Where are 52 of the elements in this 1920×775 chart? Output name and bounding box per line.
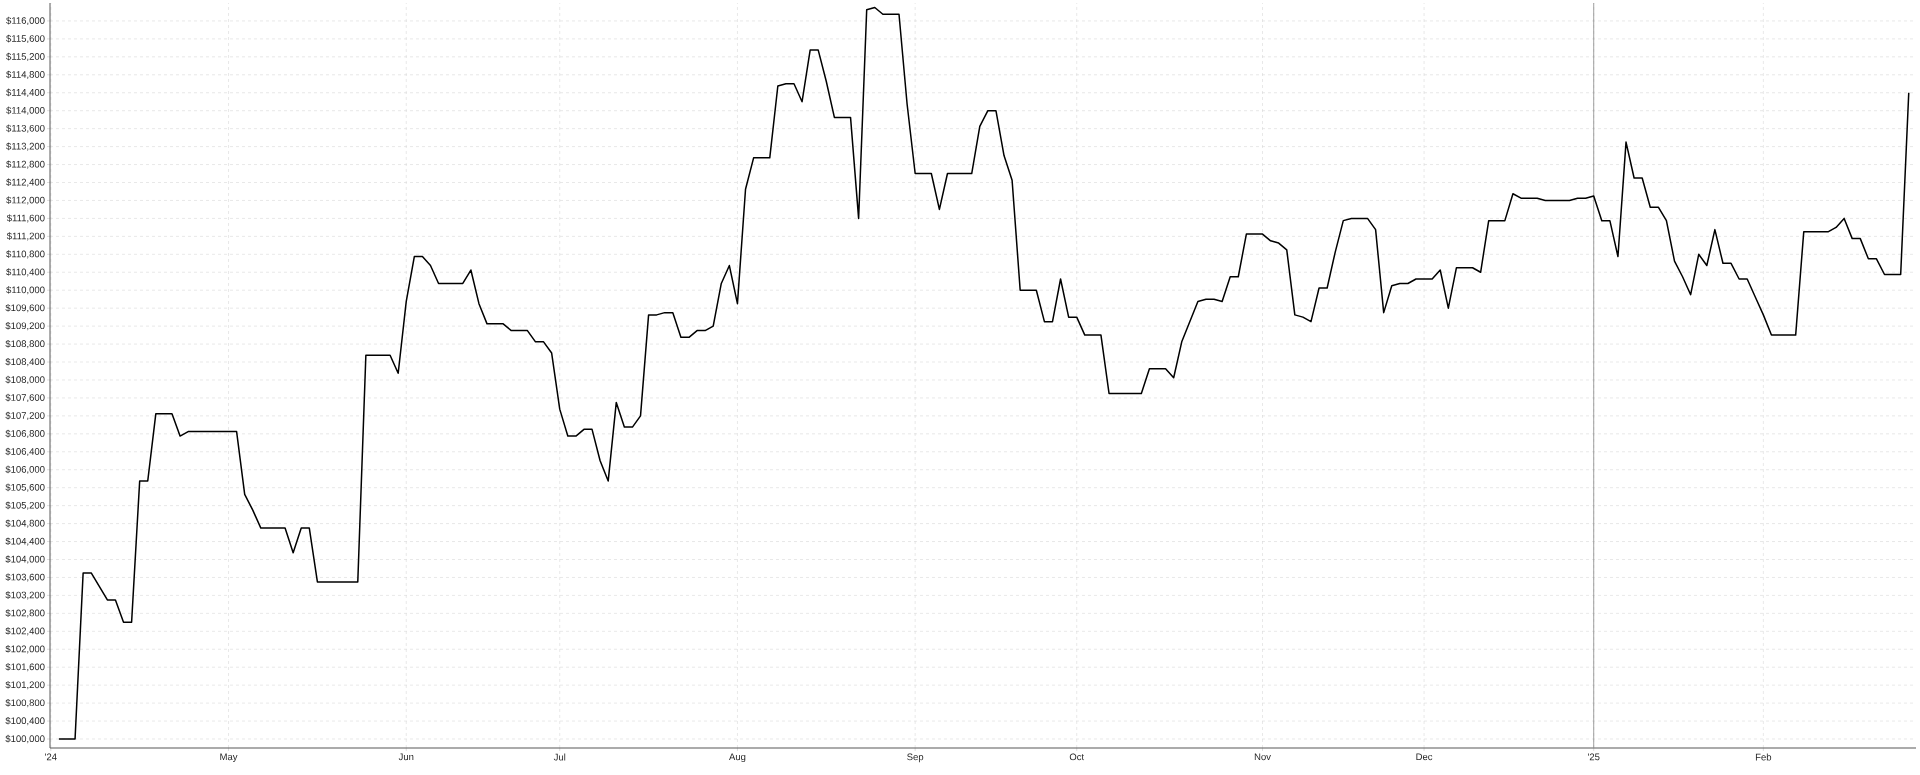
y-tick-label: $104,800 [5,519,45,528]
y-tick-label: $114,400 [6,88,45,97]
y-tick-label: $103,200 [5,591,45,600]
y-tick-label: $102,400 [5,627,45,636]
y-tick-label: $112,800 [6,160,45,169]
y-tick-label: $111,600 [6,214,45,223]
x-tick-label: Aug [729,753,746,763]
x-tick-label: Jun [398,753,414,761]
y-tick-label: $109,200 [5,321,45,331]
y-tick-label: $108,800 [5,339,45,349]
y-tick-label: $107,200 [5,411,45,421]
y-tick-label: $107,600 [5,393,45,403]
y-tick-label: $111,200 [6,232,45,241]
x-tick-label: Nov [1254,753,1271,761]
y-tick-label: $100,800 [5,698,45,708]
x-tick-label: Dec [1416,753,1433,761]
y-tick-label: $105,200 [5,501,45,510]
y-tick-label: $104,000 [5,555,45,564]
x-tick-label: May [220,753,238,763]
y-tick-label: $106,400 [5,447,45,456]
y-tick-label: $108,000 [5,375,45,385]
y-tick-label: $115,600 [6,34,45,44]
x-tick-label: Oct [1069,753,1085,761]
y-tick-label: $114,000 [6,106,45,115]
x-tick-label: Jul [553,753,566,761]
y-tick-label: $103,600 [5,573,45,582]
x-tick-label: Feb [1755,753,1772,761]
y-tick-label: $100,000 [5,734,45,744]
y-tick-label: $110,400 [6,268,45,277]
y-tick-label: $100,400 [5,716,45,726]
y-tick-label: $105,600 [5,483,45,492]
y-tick-label: $109,600 [5,304,45,313]
y-tick-label: $106,000 [5,465,45,474]
y-tick-label: $112,400 [6,178,45,187]
y-tick-label: $102,000 [5,645,45,654]
x-tick-label: Sep [907,753,924,763]
y-tick-label: $113,600 [6,124,45,133]
y-tick-label: $112,000 [6,196,45,205]
y-tick-label: $114,800 [6,70,45,79]
y-tick-label: $104,400 [5,537,45,546]
y-tick-label: $101,200 [5,681,45,690]
y-tick-label: $110,000 [6,286,45,295]
x-tick-label: '25 [1588,753,1600,761]
y-tick-label: $110,800 [6,250,45,259]
y-tick-label: $115,200 [6,52,45,61]
y-tick-label: $102,800 [5,609,45,618]
y-tick-label: $101,600 [5,663,45,672]
y-tick-label: $116,000 [6,16,45,26]
y-tick-label: $113,200 [6,142,45,151]
y-tick-label: $106,800 [5,429,45,438]
x-tick-label: '24 [45,753,57,761]
y-tick-label: $108,400 [5,357,45,367]
